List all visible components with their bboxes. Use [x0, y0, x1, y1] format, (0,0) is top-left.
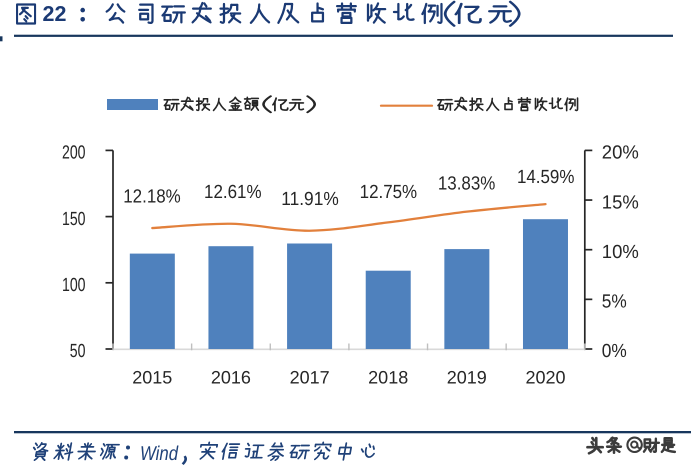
- svg-text:200: 200: [62, 143, 86, 164]
- svg-text:2020: 2020: [525, 367, 565, 387]
- svg-text:2019: 2019: [447, 367, 487, 387]
- svg-text:20%: 20%: [602, 143, 639, 164]
- svg-text:10%: 10%: [602, 242, 639, 263]
- svg-text:Wind: Wind: [140, 443, 179, 465]
- svg-text:2015: 2015: [132, 367, 172, 387]
- svg-text:0%: 0%: [602, 341, 627, 362]
- svg-text:5%: 5%: [602, 292, 627, 313]
- svg-text:2017: 2017: [290, 367, 330, 387]
- svg-text:100: 100: [62, 275, 86, 296]
- svg-text:12.18%: 12.18%: [123, 186, 181, 207]
- svg-text:15%: 15%: [602, 192, 639, 213]
- svg-text:11.91%: 11.91%: [281, 189, 339, 210]
- svg-text:22: 22: [43, 2, 67, 26]
- svg-text:13.83%: 13.83%: [438, 174, 496, 195]
- svg-text:150: 150: [62, 209, 86, 230]
- svg-text:50: 50: [70, 341, 86, 362]
- svg-text:14.59%: 14.59%: [517, 167, 575, 188]
- svg-text:12.61%: 12.61%: [204, 182, 262, 203]
- svg-text:2016: 2016: [211, 367, 251, 387]
- svg-text:12.75%: 12.75%: [360, 182, 418, 203]
- svg-text:2018: 2018: [368, 367, 408, 387]
